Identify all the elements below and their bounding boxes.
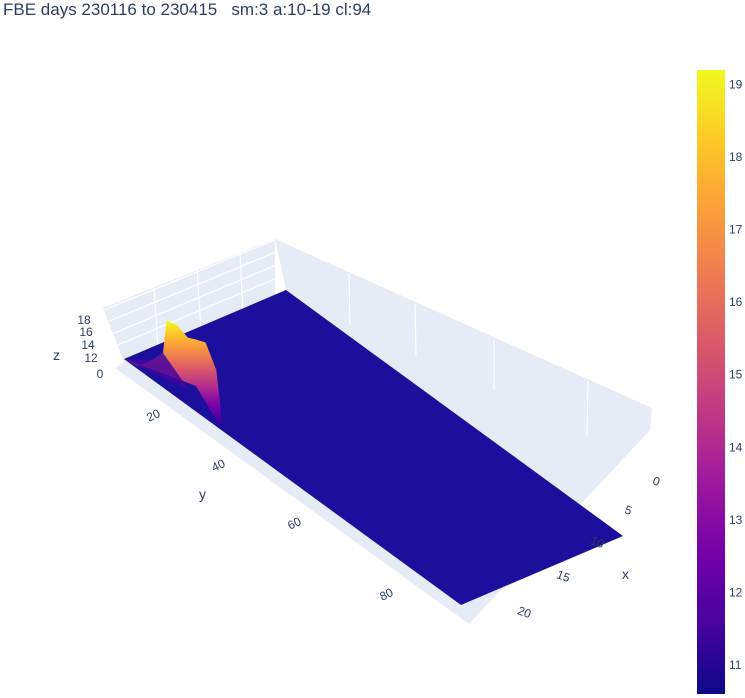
colorbar-tick-label: 11 [729,658,742,672]
x-tick-label: 5 [623,503,634,519]
colorbar [697,70,725,694]
surface-peak-shadow [124,353,189,389]
colorbar-tick-label: 16 [729,295,743,309]
colorbar-tick-label: 18 [729,150,743,164]
x-tick-label: 0 [651,474,662,490]
y-tick-label: 60 [285,514,303,532]
z-tick-label: 0 [97,367,104,381]
colorbar-tick-label: 19 [729,78,743,92]
back-pane-right [275,239,652,460]
surface [124,290,623,605]
x-tick-label: 20 [516,603,534,621]
colorbar-ticks: 11 12 13 14 15 16 17 18 19 [729,78,743,672]
z-axis-title: z [53,347,60,363]
colorbar-tick-label: 15 [729,368,743,382]
colorbar-tick-label: 13 [729,513,743,527]
colorbar-tick-label: 12 [729,585,743,599]
x-axis-title: x [622,566,629,582]
x-tick-label: 15 [555,567,573,585]
surface-baseline [124,290,623,605]
z-tick-label: 16 [79,325,93,339]
colorbar-tick-label: 17 [729,223,743,237]
z-tick-label: 18 [77,313,91,327]
y-tick-label: 40 [209,456,227,474]
y-axis-title: y [199,486,206,502]
z-tick-label: 12 [84,351,98,365]
scene-gridlines [103,239,589,436]
colorbar-tick-label: 14 [729,440,743,454]
y-tick-label: 20 [144,406,162,424]
z-tick-label: 14 [81,338,95,352]
x-tick-label: 10 [589,533,607,551]
chart-title: FBE days 230116 to 230415 sm:3 a:10-19 c… [3,0,372,19]
y-tick-label: 80 [377,585,395,603]
